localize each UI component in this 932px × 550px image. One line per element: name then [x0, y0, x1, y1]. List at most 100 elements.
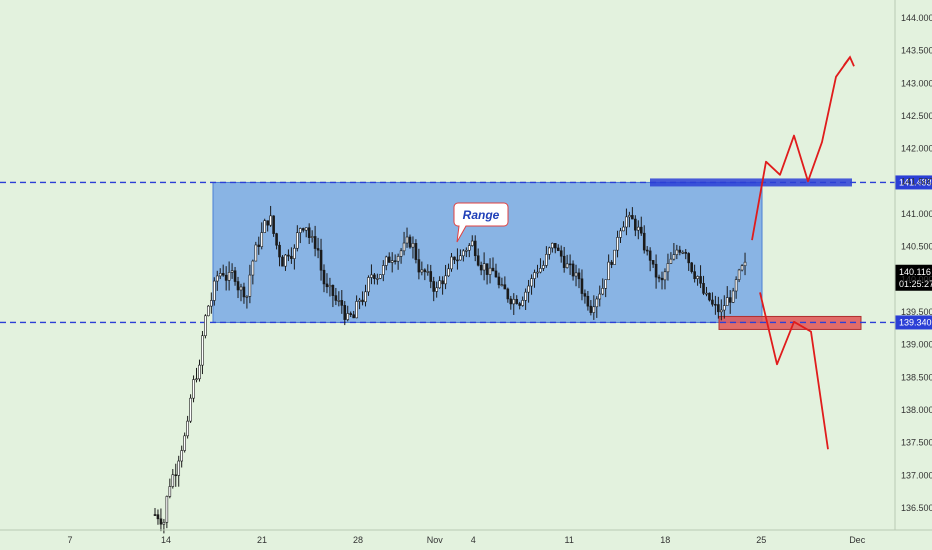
- x-tick-label: 28: [353, 535, 363, 545]
- candle-body: [263, 220, 267, 233]
- candle-body: [221, 273, 225, 276]
- candle-body: [654, 263, 658, 278]
- candle-body: [411, 243, 415, 248]
- candle-body: [432, 281, 436, 292]
- x-tick-label: 25: [756, 535, 766, 545]
- candle-body: [334, 295, 338, 301]
- candle-body: [245, 295, 249, 298]
- bullish-projection: [751, 56, 851, 241]
- candle-body: [426, 271, 430, 273]
- candle-body: [417, 259, 421, 273]
- candle-body: [482, 263, 486, 271]
- candle-body: [293, 247, 296, 259]
- candle-body: [364, 291, 367, 303]
- candle-body: [476, 255, 480, 266]
- candle-body: [577, 272, 581, 280]
- candle-body: [290, 255, 293, 259]
- candle-body: [198, 364, 201, 380]
- candle-body: [207, 305, 210, 317]
- candle-body: [512, 299, 516, 305]
- candle-body: [717, 304, 720, 313]
- current-price-badge: [895, 264, 932, 291]
- candle-body: [337, 300, 341, 302]
- candle-body: [399, 250, 403, 257]
- candle-body: [473, 240, 477, 257]
- candle-body: [574, 272, 578, 277]
- candle-body: [533, 272, 536, 279]
- candle-body: [657, 276, 661, 279]
- candle-body: [539, 268, 542, 273]
- y-tick-label: 142.500: [901, 111, 932, 121]
- candle-body: [610, 261, 613, 265]
- candle-body: [257, 244, 261, 247]
- candle-body: [192, 379, 195, 399]
- candle-body: [500, 284, 504, 287]
- candle-body: [628, 215, 631, 218]
- y-tick-label: 137.000: [901, 470, 932, 480]
- candle-body: [699, 276, 702, 284]
- candle-body: [355, 301, 358, 319]
- candle-body: [251, 260, 255, 276]
- candle-body: [328, 285, 332, 288]
- candle-body: [387, 256, 391, 263]
- candle-body: [559, 250, 563, 257]
- candle-body: [598, 293, 602, 300]
- candle-body: [450, 256, 453, 270]
- candle-body: [708, 292, 711, 301]
- candle-body: [319, 249, 323, 271]
- y-tick-label: 139.500: [901, 307, 932, 317]
- level-badge: [895, 175, 932, 190]
- candle-body: [352, 314, 355, 319]
- candle-body: [284, 254, 287, 267]
- candle-body: [568, 263, 572, 266]
- candle-body: [396, 256, 400, 262]
- candle-body: [298, 228, 302, 234]
- y-tick-label: 137.500: [901, 438, 932, 448]
- candle-body: [509, 298, 513, 305]
- candle-body: [343, 305, 347, 320]
- x-tick-label: 21: [257, 535, 267, 545]
- range-callout-label: Range: [463, 208, 500, 222]
- y-tick-label: 143.500: [901, 46, 932, 56]
- candle-body: [642, 232, 646, 251]
- candle-body: [402, 242, 406, 252]
- candle-body: [583, 293, 587, 297]
- candle-body: [174, 474, 178, 477]
- candle-body: [589, 305, 593, 313]
- candle-body: [281, 256, 284, 267]
- candle-body: [491, 267, 495, 272]
- candle-body: [663, 271, 667, 281]
- candle-body: [678, 249, 682, 253]
- candle-body: [524, 291, 527, 301]
- candle-body: [645, 249, 649, 252]
- x-tick-label: 7: [67, 535, 72, 545]
- candle-body: [580, 278, 584, 294]
- range-callout: Range: [453, 202, 509, 243]
- candle-body: [639, 226, 643, 234]
- level-layer: 141.483 139.340 140.116 01:25:27: [0, 175, 932, 330]
- candle-body: [622, 226, 625, 232]
- candle-body: [714, 303, 717, 306]
- candle-body: [551, 242, 554, 249]
- bullish-arrow-head: [843, 55, 855, 67]
- candle-body: [195, 378, 198, 381]
- candle-body: [313, 236, 317, 249]
- candle-body: [239, 286, 243, 291]
- candle-body: [218, 273, 222, 277]
- candle-body: [604, 279, 607, 289]
- candle-body: [423, 269, 427, 273]
- candle-body: [316, 248, 320, 251]
- candle-body: [405, 236, 409, 244]
- candle-body: [373, 274, 376, 279]
- candle-body: [180, 450, 183, 462]
- candle-body: [684, 251, 688, 254]
- x-tick-label: 4: [471, 535, 476, 545]
- candle-body: [254, 244, 258, 262]
- level-badge-label: 141.483: [899, 177, 932, 187]
- candle-body: [370, 274, 373, 278]
- range-callout-bubble: [453, 202, 509, 243]
- candle-body: [479, 264, 483, 271]
- candle-body: [728, 297, 732, 303]
- candle-body: [367, 277, 370, 293]
